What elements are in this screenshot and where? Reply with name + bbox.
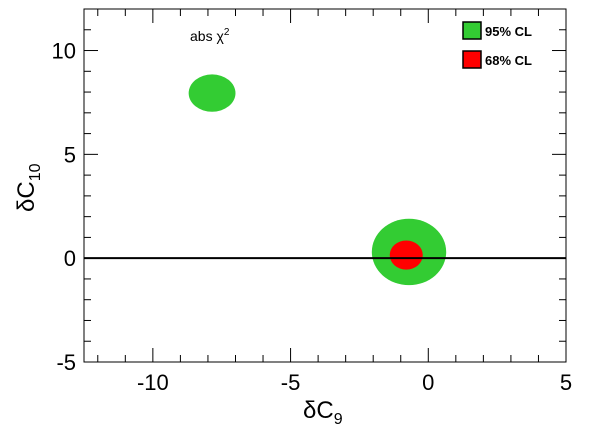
tick-labels: -10 -5 0 5 -5 0 5 10: [52, 39, 573, 395]
cl68-region-1: [389, 240, 423, 270]
plot-frame: [83, 8, 567, 363]
cl95-region-1: [188, 74, 236, 112]
annotation-superscript: 2: [224, 27, 230, 38]
confidence-regions: [188, 74, 447, 286]
y-tick-label: 0: [64, 246, 76, 271]
legend: 95% CL 68% CL: [462, 21, 532, 69]
legend-label-cl68: 68% CL: [485, 53, 532, 68]
legend-swatch-cl95: [462, 21, 482, 40]
y-tick-label: 5: [64, 142, 76, 167]
x-tick-label: -5: [281, 370, 301, 395]
y-axis-title: δC10: [13, 163, 44, 212]
x-axis-title: δC9: [303, 397, 343, 428]
legend-label-cl95: 95% CL: [485, 24, 532, 39]
x-axis-title-main: δC: [303, 397, 334, 424]
annotation-text: abs χ: [190, 28, 224, 44]
axis-ticks: [84, 8, 567, 363]
legend-swatch-cl68: [462, 50, 482, 69]
x-tick-label: 0: [422, 370, 434, 395]
y-axis-title-subscript: 10: [27, 163, 44, 181]
y-tick-label: -5: [56, 350, 76, 375]
x-axis-title-subscript: 9: [334, 411, 343, 428]
y-axis-title-main: δC: [13, 181, 40, 212]
y-tick-label: 10: [52, 39, 76, 64]
x-tick-label: -10: [137, 370, 169, 395]
x-tick-label: 5: [560, 370, 572, 395]
chi-square-annotation: abs χ2: [190, 27, 230, 44]
